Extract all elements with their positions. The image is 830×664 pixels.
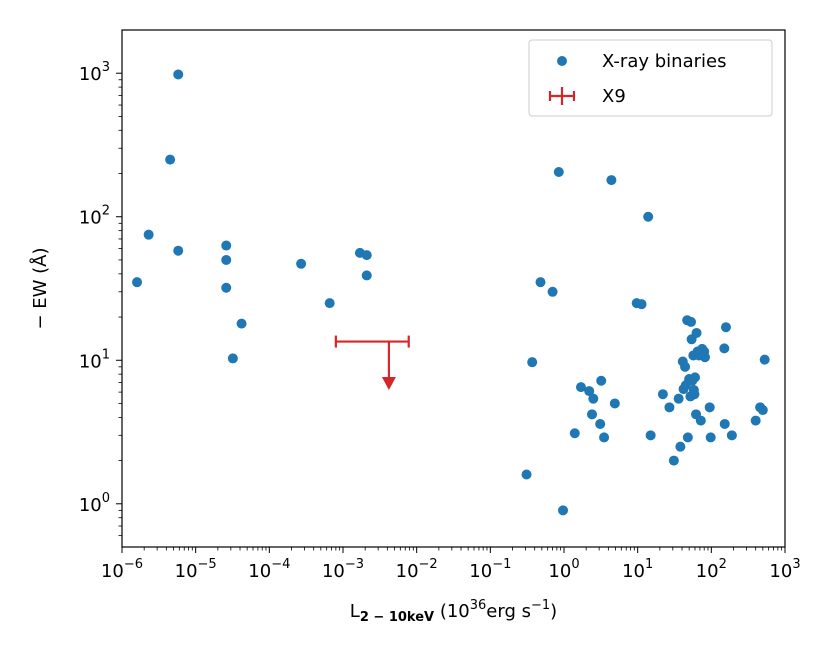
x-axis-label-unit-power: −1 [531,598,550,613]
x-axis-label-subscript: 2 − 10keV [360,610,434,625]
xray-binary-point [221,240,232,251]
xray-binary-point [699,352,710,363]
xray-binary-point [695,415,706,426]
y-tick-label: 102 [79,204,110,229]
xray-binary-point [609,398,620,409]
x-axis-label-power: 36 [470,598,487,613]
x-tick-label: 10−1 [469,557,511,582]
xray-binary-point [575,382,586,393]
x-axis-label-unit: erg s [486,601,531,622]
xray-binary-point [704,402,715,413]
xray-binary-point [535,277,546,288]
x-tick-label: 103 [769,557,800,582]
x-tick-label: 10−3 [322,557,364,582]
legend-label-xray-binaries: X-ray binaries [602,51,726,72]
x-tick-label: 10−5 [175,557,217,582]
y-tick-label: 100 [79,491,110,516]
xray-binary-point [686,316,697,327]
xray-binary-point [553,166,564,177]
xray-binary-point [236,318,247,329]
xray-binary-point [588,393,599,404]
x-tick-label: 10−6 [101,557,143,582]
xray-binary-point [719,343,730,354]
xray-binary-point [719,418,730,429]
xray-binary-point [668,455,679,466]
xray-binary-point [221,254,232,265]
legend-marker-x9 [548,87,576,105]
xray-binary-point [165,154,176,165]
xray-binary-point [720,322,731,333]
xray-binary-point [143,229,154,240]
x9-upper-limit [334,335,410,391]
xray-binary-point [680,361,691,372]
x-axis-label: L2 − 10keV (1036erg s−1) [350,598,557,625]
xray-binary-point [569,428,580,439]
x-tick-label: 10−4 [248,557,290,582]
data-points [132,69,770,516]
legend: X-ray binaries X9 [528,39,773,117]
xray-binary-point [599,432,610,443]
xray-binary-point [296,258,307,269]
xray-binary-point [691,327,702,338]
xray-binary-point [361,270,372,281]
x-tick-label: 10−2 [396,557,438,582]
x-tick-label: 100 [548,557,579,582]
xray-binary-point [682,432,693,443]
xray-binary-point [521,469,532,480]
x-tick-label: 102 [696,557,727,582]
legend-label-x9: X9 [602,86,626,107]
xray-binary-point [664,402,675,413]
legend-marker-xray-binaries [557,56,567,66]
xray-binary-point [584,386,595,397]
xray-binary-point [675,441,686,452]
xray-binary-point [173,245,184,256]
plot-frame [121,29,786,548]
xray-binary-point [750,415,761,426]
xray-binary-point [587,409,598,420]
xray-binary-point [643,211,654,222]
y-axis-label: − EW (Å) [29,247,51,329]
xray-binary-point [527,357,538,368]
xray-binary-point [636,299,647,310]
xray-binary-point [657,389,668,400]
x-tick-label: 101 [622,557,653,582]
xray-binary-point [227,353,238,364]
xray-binary-point [689,389,700,400]
xray-binary-point [705,432,716,443]
xray-binary-point [361,250,372,261]
xray-binary-point [324,298,335,309]
xray-binary-point [558,505,569,516]
y-tick-label: 103 [79,60,110,85]
xray-binary-point [595,418,606,429]
xray-binary-point [596,375,607,386]
xray-binary-point [547,286,558,297]
legend-box [528,39,773,117]
y-tick-label: 101 [79,347,110,372]
x-axis-label-symbol: L [350,601,360,622]
x-axis-label-open: (10 [434,601,470,622]
xray-binary-point [221,282,232,293]
x9-arrow-head [381,377,396,391]
xray-binary-point [173,69,184,80]
xray-binary-point [645,430,656,441]
xray-binary-point [132,277,143,288]
xray-binary-point [759,354,770,365]
xray-binary-point [606,175,617,186]
x-axis-label-close: ) [550,601,557,622]
xray-binary-point [757,405,768,416]
xray-binary-point [726,430,737,441]
xray-binary-point [673,393,684,404]
xray-binary-point [689,372,700,383]
